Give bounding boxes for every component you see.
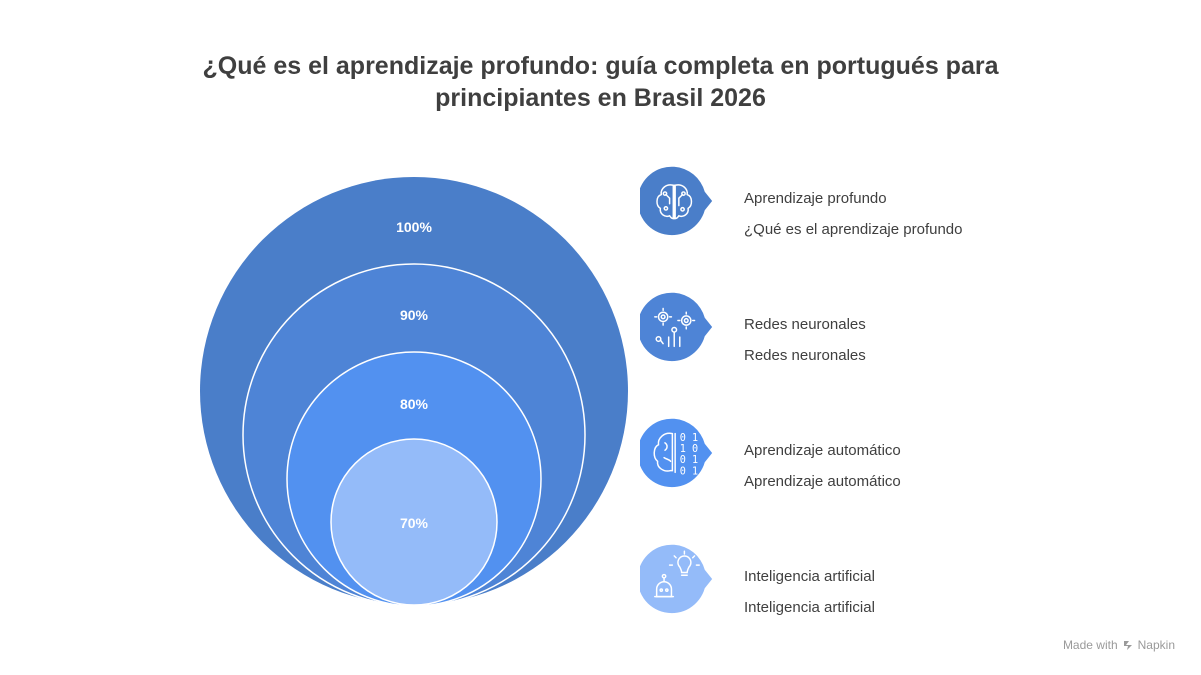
napkin-watermark[interactable]: Made with Napkin [1063,638,1175,652]
legend-title: Aprendizaje profundo [744,190,887,207]
legend-item-aprendizaje-automatico: 0 1 1 0 0 1 0 1 Aprendizaje automático A… [640,416,1160,490]
ring-label-70: 70% [400,515,429,531]
napkin-brand-text: Napkin [1137,638,1175,652]
svg-text:0 1: 0 1 [680,466,698,477]
legend-item-inteligencia-artificial: Inteligencia artificial Inteligencia art… [640,542,1160,616]
svg-text:0 1: 0 1 [680,433,698,444]
ring-label-80: 80% [400,396,429,412]
ring-70 [330,438,498,606]
made-with-text: Made with [1062,638,1118,652]
ring-label-100: 100% [396,219,432,235]
legend-title: Inteligencia artificial [744,568,875,585]
legend-subtitle: ¿Qué es el aprendizaje profundo [744,221,963,238]
title-line-2: principiantes en Brasil 2026 [435,84,766,112]
legend-subtitle: Aprendizaje automático [744,473,901,490]
napkin-logo-icon [1123,641,1132,650]
ring-label-90: 90% [400,307,429,323]
legend-title: Redes neuronales [744,316,866,333]
robot-idea-icon [640,544,713,614]
title-line-1: ¿Qué es el aprendizaje profundo: guía co… [202,52,999,80]
page-title: ¿Qué es el aprendizaje profundo: guía co… [100,50,1101,114]
svg-text:1 0: 1 0 [680,444,698,455]
legend-subtitle: Inteligencia artificial [744,599,875,616]
gears-network-icon [640,292,713,362]
brain-circuit-icon [640,166,713,236]
legend-item-redes-neuronales: Redes neuronales Redes neuronales [640,290,1160,364]
brain-binary-icon: 0 1 1 0 0 1 0 1 [640,418,713,488]
legend-item-aprendizaje-profundo: Aprendizaje profundo ¿Qué es el aprendiz… [640,164,1160,238]
legend-title: Aprendizaje automático [744,442,901,459]
legend-subtitle: Redes neuronales [744,347,866,364]
svg-text:0 1: 0 1 [680,455,698,466]
